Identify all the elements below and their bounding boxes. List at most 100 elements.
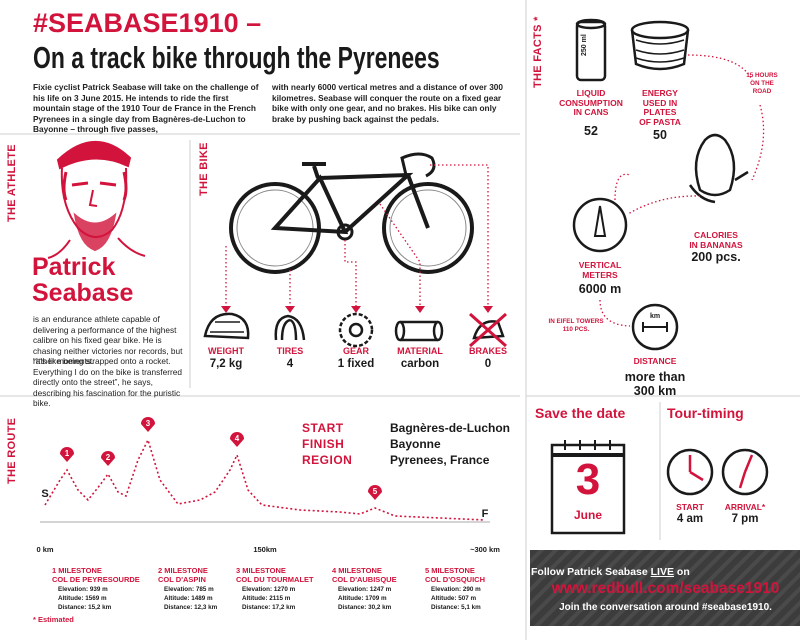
bike-drawing-part xyxy=(336,223,354,241)
follow-box xyxy=(530,550,800,626)
athlete-portrait xyxy=(47,141,146,259)
fact-note: 15 HOURS xyxy=(746,72,778,79)
milestone-name: COL D'AUBISQUE xyxy=(332,575,397,584)
clocks-part xyxy=(721,448,769,496)
fact-label: USED IN xyxy=(642,97,678,108)
fact-value: 50 xyxy=(653,128,667,142)
athlete-name: Patrick xyxy=(32,253,116,281)
clock-value: 4 am xyxy=(676,513,704,525)
bike-part-label: TIRES xyxy=(276,346,304,356)
bike-part-icons-part xyxy=(400,320,438,342)
milestone-name: COL DU TOURMALET xyxy=(236,575,314,584)
clocks-part xyxy=(738,454,754,489)
route-axis-label: 0 km xyxy=(36,545,54,554)
clock-label: ARRIVAL* xyxy=(724,502,766,512)
milestone-item: Altitude: 2115 m xyxy=(242,595,291,602)
follow-live: LIVE xyxy=(650,566,674,578)
route-axis-label: 150km xyxy=(253,545,277,554)
milestone-title: 3 MILESTONE xyxy=(236,566,286,575)
route-detail-label: FINISH xyxy=(302,437,345,451)
milestone-item: Elevation: 1270 m xyxy=(242,586,296,593)
route-marker: 5 xyxy=(372,487,378,496)
bike-part-value: 4 xyxy=(286,358,294,370)
fact-value: 6000 m xyxy=(578,282,622,296)
bike-part-icons-part xyxy=(203,312,250,340)
fact-label: LIQUID xyxy=(576,88,606,98)
fact-label: IN CANS xyxy=(573,107,609,117)
calendar-part xyxy=(564,440,611,450)
fact-note: IN EIFEL TOWERS xyxy=(548,318,604,325)
bike-part-icons-part xyxy=(348,322,364,338)
route-detail-value: Pyrenees, France xyxy=(390,453,490,467)
athlete-portrait-part xyxy=(71,181,117,187)
route-profile-part xyxy=(44,437,486,521)
fact-value: more than xyxy=(624,370,686,384)
fact-label: OF PASTA xyxy=(639,116,681,127)
milestone-item: Elevation: 290 m xyxy=(431,586,481,593)
athlete-text: is an endurance athlete capable of deliv… xyxy=(33,314,183,367)
bike-drawing-part xyxy=(236,189,314,267)
follow-url[interactable]: www.redbull.com/seabase1910 xyxy=(551,580,780,597)
facts-connectors xyxy=(599,54,765,327)
fact-label: IN BANANAS xyxy=(689,239,743,250)
title: #SEABASE1910 – xyxy=(33,8,262,38)
section-label: THE ATHLETE xyxy=(6,144,18,222)
route-axis-label: ~300 km xyxy=(470,545,500,554)
facts-connectors-part xyxy=(687,54,753,81)
bike-drawing-part xyxy=(302,162,326,179)
can-text: 250 ml xyxy=(581,34,588,56)
milestone-title: 5 MILESTONE xyxy=(425,566,475,575)
clock-label: START xyxy=(676,502,704,512)
milestone-name: COL D'ASPIN xyxy=(158,575,206,584)
fact-label: PLATES xyxy=(643,107,677,117)
route-marker: 2 xyxy=(105,453,111,462)
facts-icons-part xyxy=(631,303,679,351)
bike-part-value: 1 fixed xyxy=(337,358,375,370)
bike-part-icons xyxy=(203,312,507,348)
bike-part-icons-part xyxy=(274,314,306,341)
bike-drawing-part xyxy=(400,152,436,178)
bike-part-value: 0 xyxy=(484,358,492,370)
bike-part-label: GEAR xyxy=(342,346,369,356)
facts-icons-part xyxy=(575,20,607,82)
bike-part-label: MATERIAL xyxy=(397,346,443,356)
milestone-name: COL DE PEYRESOURDE xyxy=(52,575,140,584)
bike-drawing-part xyxy=(389,189,467,267)
subtitle: On a track bike through the Pyrenees xyxy=(33,40,440,75)
milestone-item: Altitude: 1489 m xyxy=(164,595,213,602)
route-marker: S xyxy=(41,488,49,500)
bike-pointer-arrows-part xyxy=(285,306,295,313)
milestone-title: 1 MILESTONE xyxy=(52,566,102,575)
fact-label: VERTICAL xyxy=(578,260,622,270)
facts-icons-part xyxy=(635,39,685,63)
intro-text: Fixie cyclist Patrick Seabase will take … xyxy=(33,82,259,135)
intro-text: with nearly 6000 vertical metres and a d… xyxy=(272,82,504,124)
milestone-title: 2 MILESTONE xyxy=(158,566,208,575)
bike-part-value: 7,2 kg xyxy=(209,358,243,370)
milestone-item: Distance: 30,2 km xyxy=(338,604,392,611)
calendar-part xyxy=(550,443,626,535)
route-marker: 1 xyxy=(64,449,70,458)
milestone-item: Elevation: 1247 m xyxy=(338,586,392,593)
facts-icons-part xyxy=(630,20,690,40)
route-marker: 4 xyxy=(234,434,240,443)
fact-value: 52 xyxy=(584,124,598,138)
bike-part-icons-part xyxy=(338,312,374,348)
route-profile-part-part xyxy=(60,447,74,462)
footnote: * Estimated xyxy=(33,615,74,624)
date-month: June xyxy=(573,508,602,522)
bike-drawing-part xyxy=(270,172,430,235)
bike-pointer-arrows-part xyxy=(415,306,425,313)
fact-note: ON THE xyxy=(750,80,774,87)
facts-connectors-part xyxy=(751,104,765,181)
bike-pointer-arrows xyxy=(221,306,493,313)
facts-icons-part xyxy=(575,18,607,30)
athlete-name: Seabase xyxy=(32,279,134,307)
fact-label: DISTANCE xyxy=(633,356,677,366)
route-marker: F xyxy=(481,508,489,520)
bike-drawing-part xyxy=(382,182,474,274)
clocks-part xyxy=(666,448,714,496)
facts-connectors-part xyxy=(614,173,631,201)
route-detail-value: Bayonne xyxy=(390,437,441,451)
